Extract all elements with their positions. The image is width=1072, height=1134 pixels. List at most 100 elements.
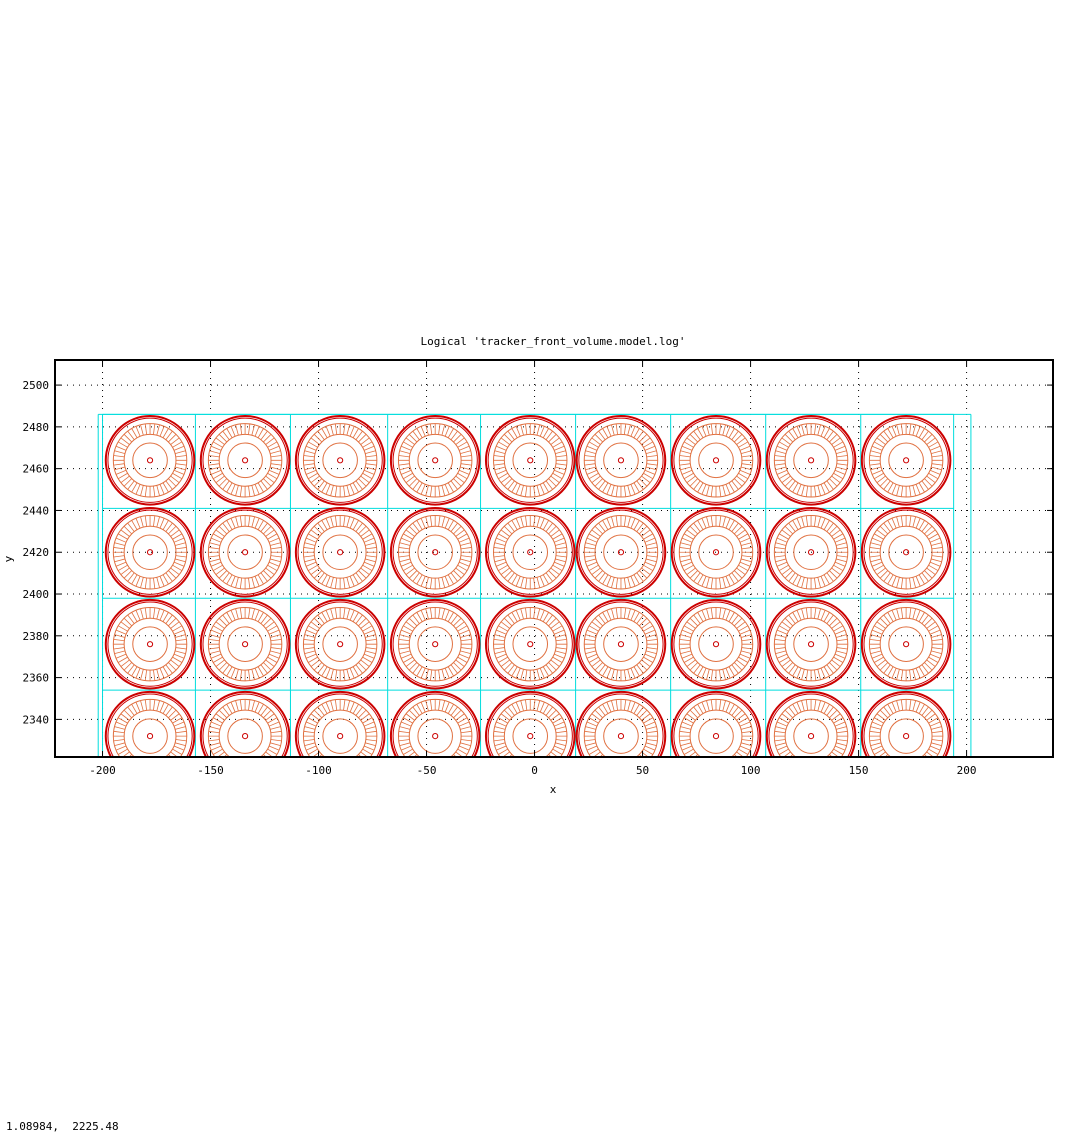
- module-core: [432, 457, 439, 464]
- module: [860, 415, 952, 506]
- tube-spokes: [774, 607, 848, 681]
- tube-inner-ring: [123, 709, 177, 757]
- module-inner-ring: [322, 534, 358, 571]
- module-core: [527, 733, 534, 740]
- module: [389, 598, 481, 690]
- module-core: [712, 549, 720, 556]
- module-inner-ring: [793, 534, 829, 571]
- x-tick-label: -100: [305, 764, 332, 777]
- module-core: [617, 549, 625, 556]
- module-inner-ring: [888, 534, 924, 571]
- tube-inner-ring: [784, 433, 838, 487]
- module-core: [242, 457, 249, 464]
- module-inner-ring: [512, 718, 549, 754]
- tube-inner-ring: [123, 525, 177, 579]
- module-outer-ring: [765, 506, 857, 598]
- y-tick-label: 2480: [23, 421, 50, 434]
- module-outer-ring: [575, 506, 667, 598]
- tube-spokes: [679, 699, 753, 757]
- module-inner-ring: [132, 626, 168, 662]
- tube-inner-ring: [879, 433, 933, 487]
- module-inner-ring: [417, 442, 453, 479]
- tube-outer-ring: [773, 606, 849, 682]
- module-core: [712, 641, 720, 648]
- module-outer-ring-2: [297, 509, 383, 595]
- module-inner-ring: [698, 626, 734, 662]
- x-tick-label: -200: [89, 764, 116, 777]
- x-tick-label: 150: [849, 764, 869, 777]
- module-outer-ring-2: [673, 417, 759, 503]
- module-outer-ring: [294, 506, 386, 598]
- y-axis-label: y: [2, 555, 15, 562]
- module-inner-ring: [793, 442, 829, 479]
- module-core: [432, 549, 439, 556]
- tube-spokes: [208, 515, 282, 589]
- module: [575, 690, 667, 757]
- module: [575, 598, 667, 690]
- module: [765, 598, 857, 690]
- module-outer-ring: [670, 598, 762, 690]
- module-outer-ring: [199, 506, 291, 598]
- module: [104, 598, 196, 690]
- module-outer-ring: [199, 598, 291, 690]
- tube-spokes: [869, 699, 943, 757]
- module-core: [146, 641, 154, 648]
- tube-inner-ring: [784, 617, 838, 671]
- module-inner-ring: [322, 626, 358, 662]
- tube-inner-ring: [408, 433, 462, 487]
- module-inner-ring: [227, 718, 263, 754]
- module: [575, 415, 667, 506]
- module-core: [527, 549, 534, 556]
- module-core: [807, 733, 815, 740]
- module: [860, 598, 952, 690]
- module-outer-ring-2: [392, 693, 478, 757]
- module-outer-ring: [389, 598, 481, 690]
- module-core: [712, 457, 720, 464]
- tube-spokes: [774, 699, 848, 757]
- module-inner-ring: [512, 626, 549, 662]
- y-tick-label: 2500: [23, 379, 50, 392]
- module-outer-ring-2: [107, 601, 193, 687]
- y-tick-label: 2360: [23, 672, 50, 685]
- module-inner-ring: [512, 534, 549, 571]
- tube-spokes: [398, 699, 472, 757]
- tube-inner-ring: [313, 617, 367, 671]
- tube-inner-ring: [218, 709, 272, 757]
- module: [294, 506, 386, 598]
- module-outer-ring: [199, 690, 291, 757]
- tube-inner-ring: [594, 617, 648, 671]
- module-inner-ring: [793, 626, 829, 662]
- module-outer-ring-2: [487, 693, 573, 757]
- tube-outer-ring: [868, 515, 944, 590]
- module-outer-ring: [104, 598, 196, 690]
- module-core: [337, 549, 344, 556]
- tube-spokes: [584, 699, 658, 757]
- module-inner-ring: [603, 718, 639, 754]
- module-core: [807, 641, 815, 648]
- tube-inner-ring: [594, 525, 648, 579]
- tube-outer-ring: [397, 606, 473, 682]
- tube-inner-ring: [503, 433, 557, 487]
- tube-inner-ring: [784, 709, 838, 757]
- module-outer-ring-2: [202, 693, 288, 757]
- x-tick-label: 0: [531, 764, 538, 777]
- module-outer-ring-2: [202, 509, 288, 595]
- module: [860, 690, 952, 757]
- tube-spokes: [584, 423, 658, 498]
- module-outer-ring-2: [863, 509, 949, 595]
- module-core: [527, 641, 534, 648]
- module: [670, 598, 762, 690]
- module-outer-ring: [860, 415, 952, 506]
- module: [389, 506, 481, 598]
- x-axis-label: x: [550, 783, 557, 796]
- module-outer-ring-2: [863, 417, 949, 503]
- tube-spokes: [208, 699, 282, 757]
- module-core: [903, 641, 910, 648]
- tube-outer-ring: [773, 515, 849, 590]
- module-core: [432, 641, 439, 648]
- module-core: [337, 457, 344, 464]
- tube-spokes: [208, 423, 282, 498]
- module-inner-ring: [603, 626, 639, 662]
- module-inner-ring: [227, 442, 263, 479]
